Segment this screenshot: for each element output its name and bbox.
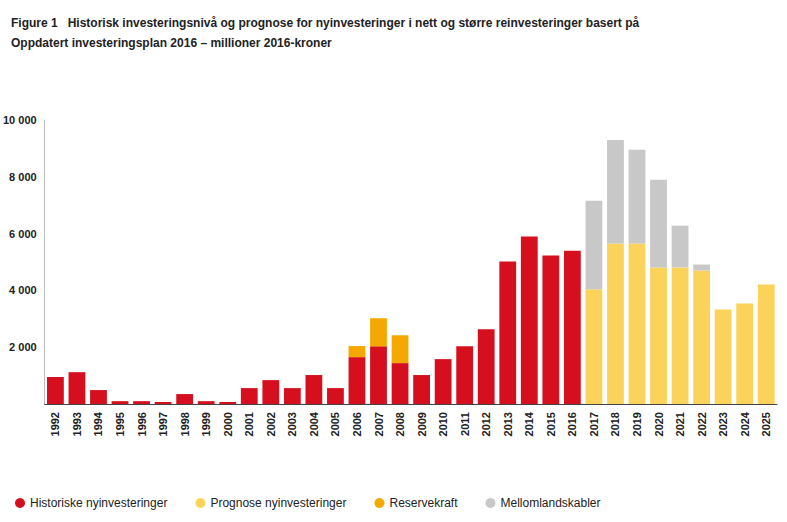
svg-text:2000: 2000 [222, 412, 234, 436]
svg-text:1996: 1996 [136, 412, 148, 436]
svg-text:2015: 2015 [545, 412, 557, 436]
svg-text:2019: 2019 [631, 412, 643, 436]
svg-text:Reservekraft: Reservekraft [389, 496, 458, 510]
svg-text:2014: 2014 [523, 411, 535, 436]
svg-text:10 000: 10 000 [3, 114, 37, 126]
svg-text:Oppdatert investeringsplan 201: Oppdatert investeringsplan 2016 – millio… [11, 36, 332, 50]
svg-text:Mellomlandskabler: Mellomlandskabler [500, 496, 600, 510]
svg-text:1994: 1994 [92, 411, 104, 436]
svg-text:2007: 2007 [373, 412, 385, 436]
svg-text:2003: 2003 [286, 412, 298, 436]
svg-text:2005: 2005 [329, 412, 341, 436]
svg-text:1998: 1998 [179, 412, 191, 436]
svg-text:2017: 2017 [588, 412, 600, 436]
svg-text:Prognose nyinvesteringer: Prognose nyinvesteringer [210, 496, 346, 510]
svg-text:2001: 2001 [243, 412, 255, 436]
svg-text:1999: 1999 [200, 412, 212, 436]
svg-text:1997: 1997 [157, 412, 169, 436]
svg-text:2013: 2013 [502, 412, 514, 436]
svg-text:2008: 2008 [394, 412, 406, 436]
svg-text:1992: 1992 [49, 412, 61, 436]
svg-text:2002: 2002 [265, 412, 277, 436]
svg-text:2018: 2018 [609, 412, 621, 436]
svg-text:2024: 2024 [739, 411, 751, 436]
svg-text:2 000: 2 000 [9, 341, 37, 353]
svg-text:2021: 2021 [674, 412, 686, 436]
svg-text:2023: 2023 [717, 412, 729, 436]
svg-text:2012: 2012 [480, 412, 492, 436]
svg-text:2020: 2020 [653, 412, 665, 436]
svg-text:2004: 2004 [308, 411, 320, 436]
svg-text:1995: 1995 [114, 412, 126, 436]
svg-text:Historiske nyinvesteringer: Historiske nyinvesteringer [30, 496, 167, 510]
svg-text:6 000: 6 000 [9, 228, 37, 240]
svg-text:2010: 2010 [437, 412, 449, 436]
svg-text:2016: 2016 [566, 412, 578, 436]
svg-text:2009: 2009 [416, 412, 428, 436]
svg-text:2025: 2025 [760, 412, 772, 436]
svg-text:1993: 1993 [71, 412, 83, 436]
svg-text:Figure 1 Historisk investeri: Figure 1 Historisk investeringsnivå og p… [11, 16, 639, 30]
svg-text:2011: 2011 [459, 412, 471, 436]
svg-text:2006: 2006 [351, 412, 363, 436]
svg-text:8 000: 8 000 [9, 171, 37, 183]
svg-text:2022: 2022 [696, 412, 708, 436]
svg-text:4 000: 4 000 [9, 284, 37, 296]
